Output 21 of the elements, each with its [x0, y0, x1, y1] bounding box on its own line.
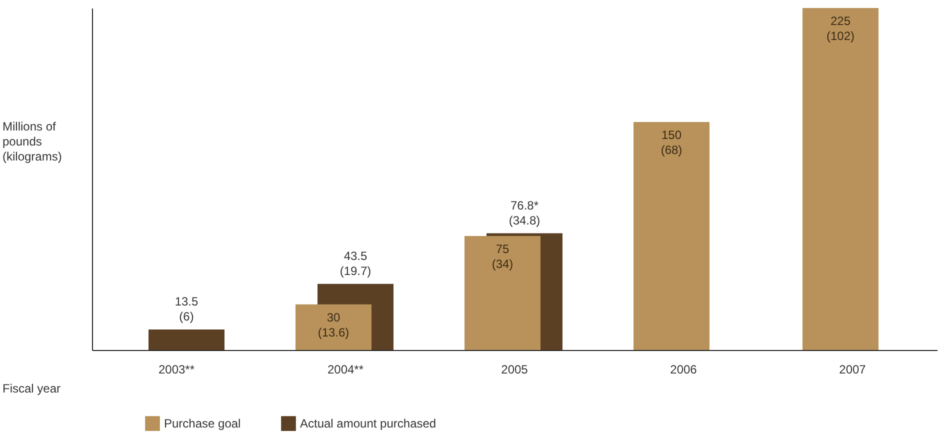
data-label: 225 (102): [826, 14, 855, 43]
data-label: 30 (13.6): [318, 310, 350, 340]
bar: [802, 8, 878, 350]
x-axis-title: Fiscal year: [2, 382, 61, 396]
bar: [296, 304, 372, 350]
bar: [634, 122, 710, 350]
data-label: 150 (68): [660, 128, 682, 157]
y-axis-title: Millions of pounds (kilograms): [2, 120, 62, 164]
legend-label: Purchase goal: [164, 416, 241, 431]
x-tick-label: 2007: [839, 362, 866, 376]
x-tick-label: 2006: [670, 362, 698, 376]
data-label: 13.5 (6): [174, 294, 198, 324]
data-label: 76.8* (34.8): [508, 198, 540, 228]
data-label: 75 (34): [492, 242, 514, 271]
data-label: 43.5 (19.7): [340, 248, 372, 278]
x-tick-label: 2005: [501, 362, 528, 376]
x-tick-label: 2003**: [158, 362, 195, 376]
bar: [464, 236, 540, 350]
bar: [148, 329, 224, 350]
legend-label: Actual amount purchased: [300, 416, 436, 431]
x-tick-label: 2004**: [327, 362, 364, 376]
